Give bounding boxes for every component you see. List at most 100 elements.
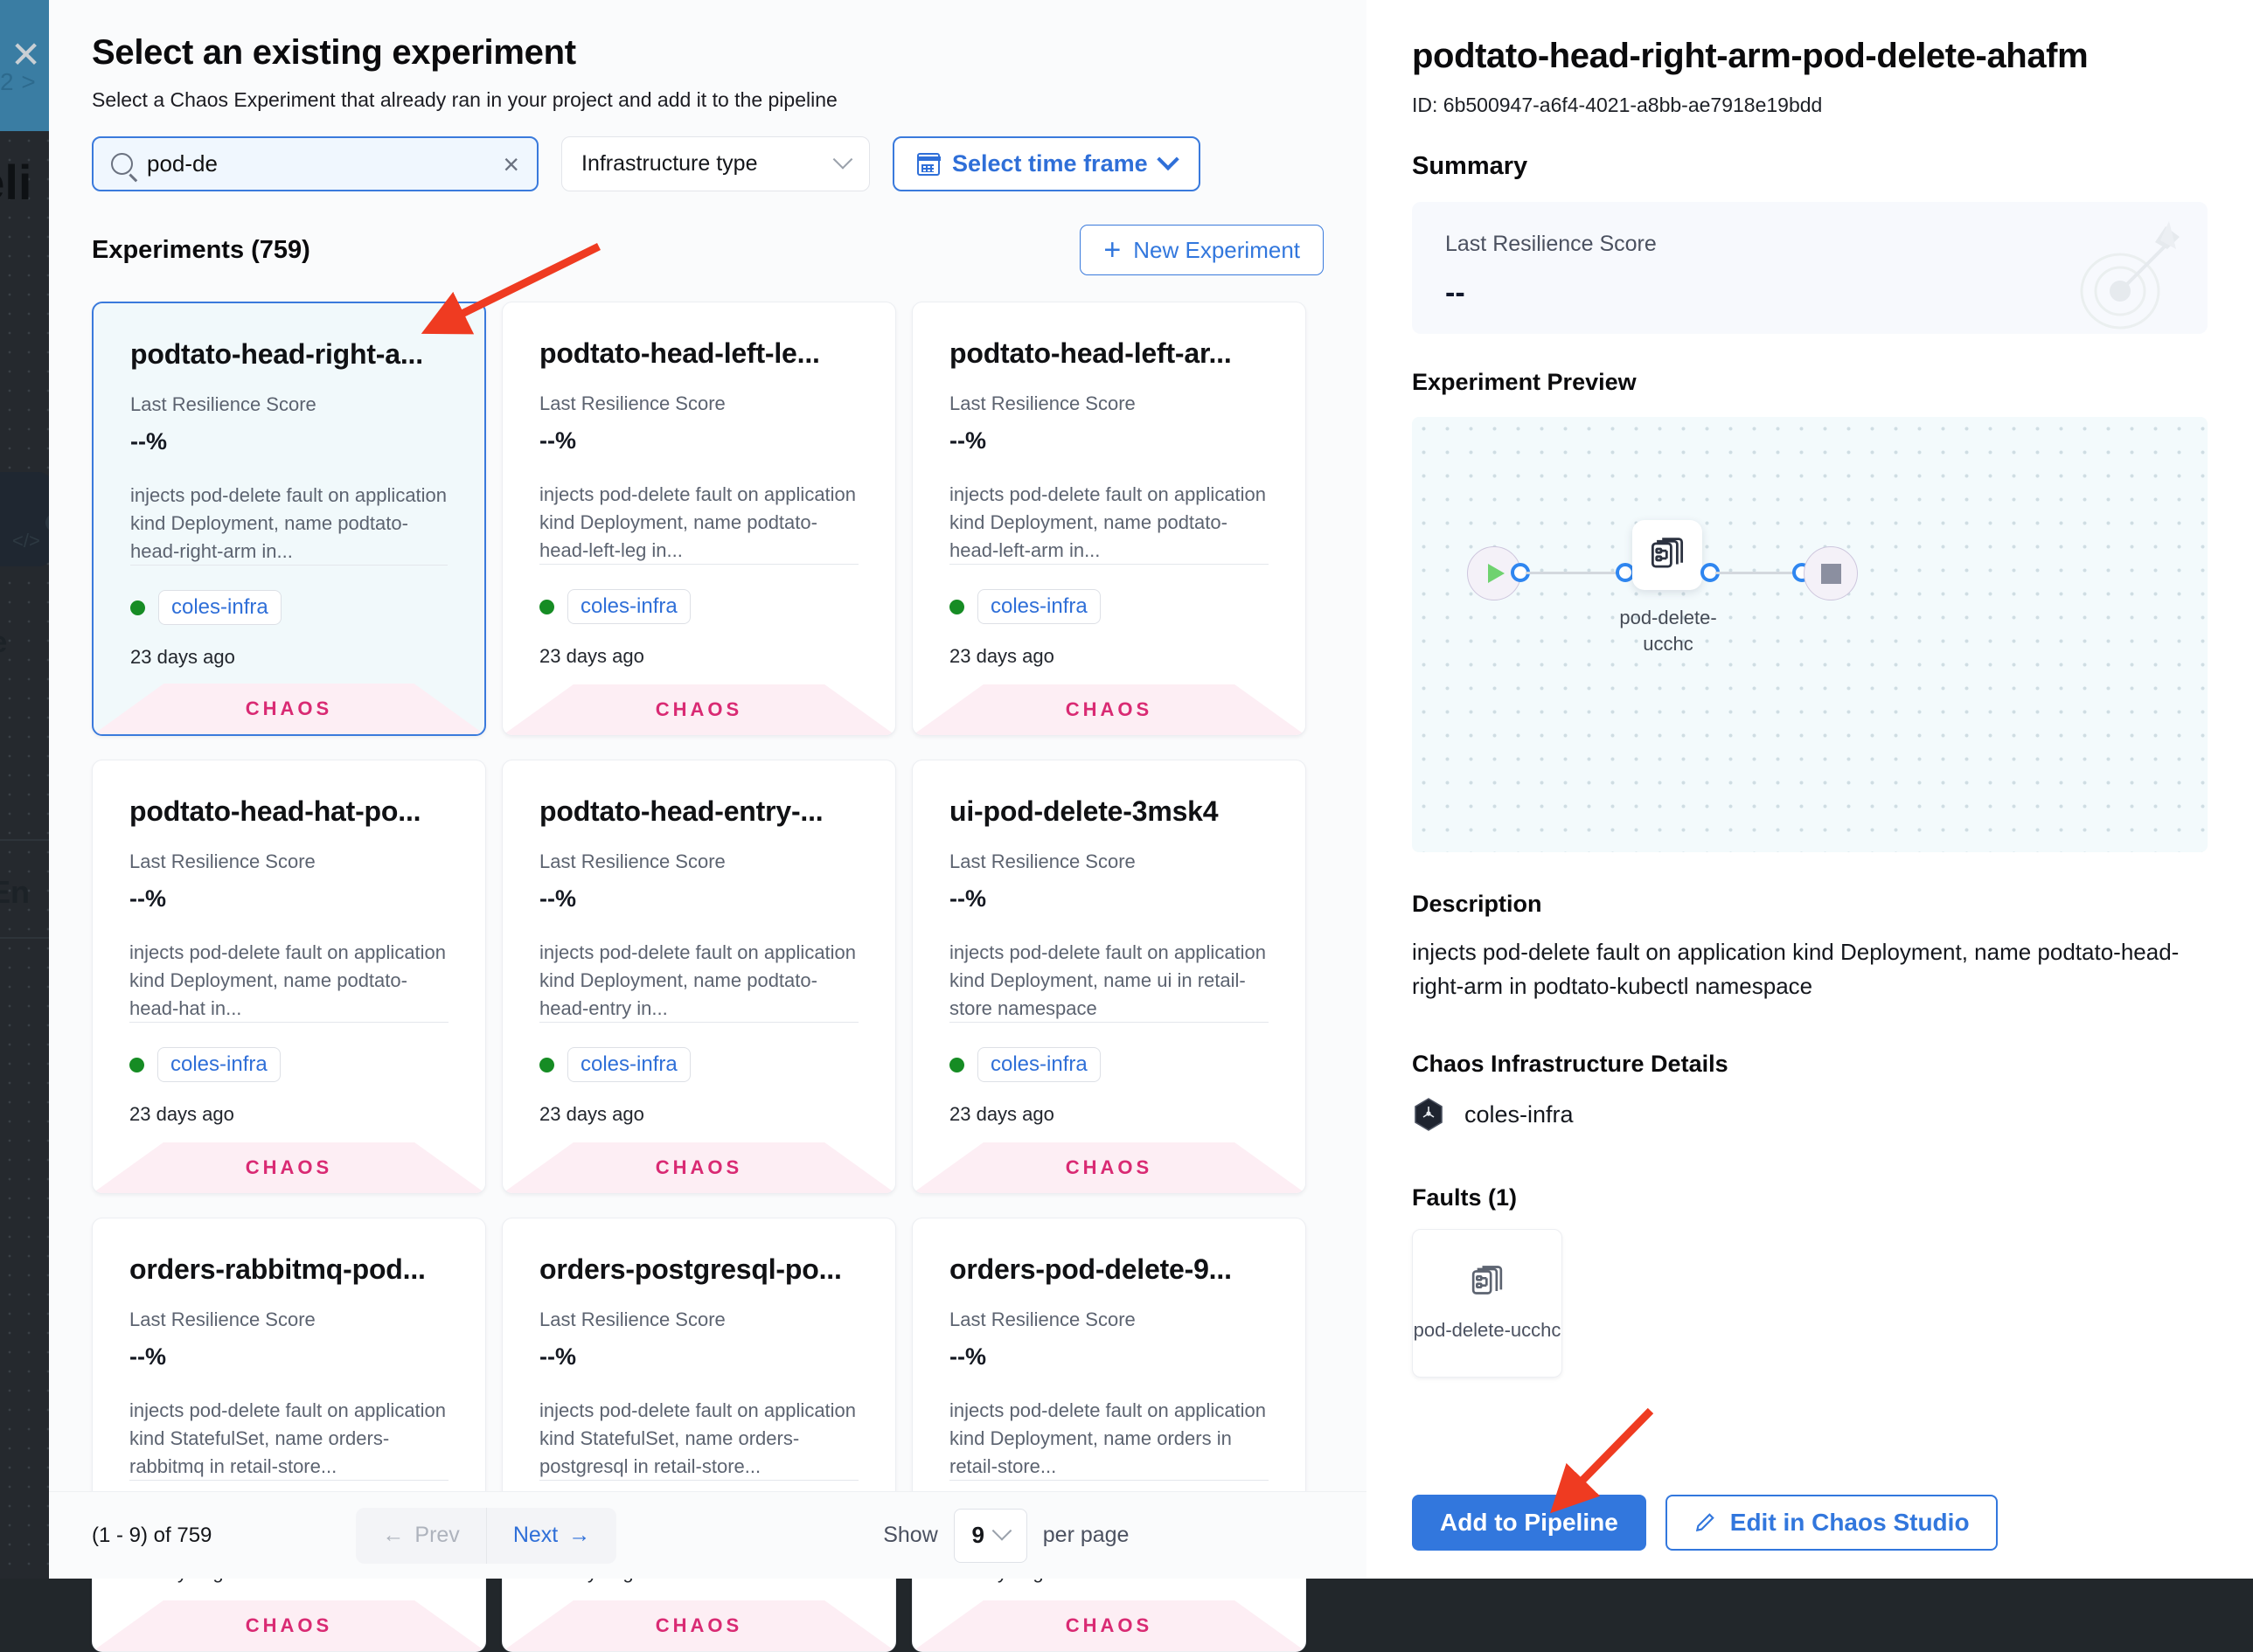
experiment-card[interactable]: podtato-head-right-a... Last Resilience S… <box>92 302 486 736</box>
chevron-down-icon <box>1157 148 1179 170</box>
experiment-card-score-label: Last Resilience Score <box>130 393 484 416</box>
infra-chip[interactable]: coles-infra <box>158 590 282 625</box>
edit-in-chaos-studio-button[interactable]: Edit in Chaos Studio <box>1665 1495 1998 1551</box>
stop-icon <box>1821 564 1841 584</box>
experiment-card-score-label: Last Resilience Score <box>129 1308 485 1331</box>
select-time-frame-button[interactable]: Select time frame <box>893 136 1200 191</box>
experiment-card-description: injects pod-delete fault on application … <box>539 481 859 565</box>
clear-search-icon[interactable]: × <box>503 150 519 178</box>
new-experiment-button[interactable]: + New Experiment <box>1080 225 1324 275</box>
experiment-card-score-label: Last Resilience Score <box>949 1308 1305 1331</box>
status-dot-icon <box>129 1058 144 1072</box>
experiment-card-description: injects pod-delete fault on application … <box>949 481 1269 565</box>
chaos-badge-label: CHAOS <box>656 1156 742 1179</box>
experiment-card[interactable]: podtato-head-left-le...Last Resilience S… <box>502 302 896 736</box>
summary-heading: Summary <box>1412 152 2208 181</box>
background-text-fragment-2: En <box>0 874 30 911</box>
experiment-card-description: injects pod-delete fault on application … <box>949 939 1269 1023</box>
experiment-card-score-value: --% <box>129 885 485 913</box>
description-heading: Description <box>1412 891 2208 918</box>
experiment-card-score-label: Last Resilience Score <box>539 850 895 873</box>
experiment-card-name: orders-rabbitmq-pod... <box>129 1253 485 1286</box>
per-page-select[interactable]: 9 <box>954 1509 1027 1563</box>
infra-chip[interactable]: coles-infra <box>977 589 1101 624</box>
list-header-row: Experiments (759) + New Experiment <box>49 225 1366 275</box>
experiment-card[interactable]: orders-postgresql-po...Last Resilience S… <box>502 1218 896 1652</box>
experiment-card-infra-row: coles-infra <box>539 1047 895 1082</box>
chaos-badge: CHAOS <box>503 1142 895 1193</box>
chaos-badge: CHAOS <box>94 684 484 734</box>
chaos-badge: CHAOS <box>913 1142 1305 1193</box>
infra-chip[interactable]: coles-infra <box>157 1047 281 1082</box>
fault-card[interactable]: pod-delete-ucchc <box>1412 1229 1562 1378</box>
experiment-card-age: 23 days ago <box>539 645 895 668</box>
pagination-nav: ← Prev Next → <box>356 1508 616 1564</box>
page-subtitle: Select a Chaos Experiment that already r… <box>92 88 1366 112</box>
infra-chip[interactable]: coles-infra <box>567 1047 691 1082</box>
infra-chip[interactable]: coles-infra <box>567 589 691 624</box>
experiment-card-name: orders-postgresql-po... <box>539 1253 895 1286</box>
experiment-card-score-value: --% <box>539 427 895 455</box>
experiment-card-name: podtato-head-left-ar... <box>949 337 1305 370</box>
pagination-bar: (1 - 9) of 759 ← Prev Next → Show 9 per … <box>49 1491 1366 1579</box>
infrastructure-type-select[interactable]: Infrastructure type <box>561 136 870 191</box>
left-pane-header: Select an existing experiment Select a C… <box>49 0 1366 112</box>
experiment-card-age: 23 days ago <box>949 645 1305 668</box>
prev-page-button[interactable]: ← Prev <box>356 1508 485 1564</box>
pagination-range: (1 - 9) of 759 <box>92 1524 212 1548</box>
status-dot-icon <box>539 1058 554 1072</box>
search-input[interactable]: pod-de × <box>92 136 539 191</box>
calendar-icon <box>917 153 940 176</box>
experiment-card-name: podtato-head-entry-... <box>539 795 895 828</box>
background-divider-2 <box>0 937 52 939</box>
chaos-badge-label: CHAOS <box>1066 1156 1152 1179</box>
page-size-control: Show 9 per page <box>883 1509 1129 1563</box>
experiment-detail-pane: podtato-head-right-arm-pod-delete-ahafm … <box>1366 0 2253 1579</box>
fault-node-label: pod-delete-ucchc <box>1606 605 1730 656</box>
search-icon <box>111 153 133 175</box>
experiment-list-pane: Select an existing experiment Select a C… <box>49 0 1366 1579</box>
chaos-badge: CHAOS <box>913 1600 1305 1651</box>
experiment-card[interactable]: podtato-head-hat-po...Last Resilience Sc… <box>92 760 486 1194</box>
experiment-card-score-value: --% <box>130 428 484 455</box>
arrow-left-icon: ← <box>382 1523 404 1548</box>
faults-heading: Faults (1) <box>1412 1184 2208 1211</box>
background-divider <box>0 839 52 841</box>
experiment-card-score-value: --% <box>949 885 1305 913</box>
infrastructure-heading: Chaos Infrastructure Details <box>1412 1051 2208 1078</box>
next-page-button[interactable]: Next → <box>486 1508 616 1564</box>
end-node <box>1804 546 1858 600</box>
experiment-card-score-label: Last Resilience Score <box>539 392 895 415</box>
chaos-badge: CHAOS <box>913 684 1305 735</box>
filter-toolbar: pod-de × Infrastructure type Select time… <box>49 136 1366 191</box>
fault-icon <box>1470 1265 1505 1300</box>
experiment-card[interactable]: podtato-head-left-ar...Last Resilience S… <box>912 302 1306 736</box>
experiment-card-score-value: --% <box>129 1343 485 1371</box>
experiment-card[interactable]: orders-rabbitmq-pod... Last Resilience Sc… <box>92 1218 486 1652</box>
experiment-card-name: podtato-head-hat-po... <box>129 795 485 828</box>
add-to-pipeline-button[interactable]: Add to Pipeline <box>1412 1495 1646 1551</box>
chaos-badge: CHAOS <box>503 684 895 735</box>
experiment-card-name: podtato-head-right-a... <box>130 338 484 371</box>
experiment-card-infra-row: coles-infra <box>129 1047 485 1082</box>
background-text-fragment-1: te <box>0 626 7 660</box>
fault-node[interactable] <box>1632 520 1702 590</box>
experiment-card[interactable]: podtato-head-entry-... Last Resilience Sc… <box>502 760 896 1194</box>
edge-connector-2 <box>1715 572 1798 574</box>
status-dot-icon <box>949 600 964 614</box>
infra-chip[interactable]: coles-infra <box>977 1047 1101 1082</box>
experiment-card-description: injects pod-delete fault on application … <box>949 1397 1269 1481</box>
experiment-card-name: ui-pod-delete-3msk4 <box>949 795 1305 828</box>
code-icon: </> <box>12 530 40 552</box>
pencil-icon <box>1693 1511 1716 1534</box>
experiment-card[interactable]: orders-pod-delete-9...Last Resilience Sc… <box>912 1218 1306 1652</box>
select-experiment-modal: Select an existing experiment Select a C… <box>49 0 2253 1579</box>
experiment-card-age: 23 days ago <box>949 1103 1305 1126</box>
chaos-badge-label: CHAOS <box>1066 698 1152 721</box>
detail-action-bar: Add to Pipeline Edit in Chaos Studio <box>1366 1467 2253 1579</box>
experiment-preview-canvas[interactable]: pod-delete-ucchc <box>1412 417 2208 852</box>
kubernetes-icon <box>1412 1097 1445 1132</box>
page-title: Select an existing experiment <box>92 33 1366 73</box>
experiment-card-infra-row: coles-infra <box>130 590 484 625</box>
